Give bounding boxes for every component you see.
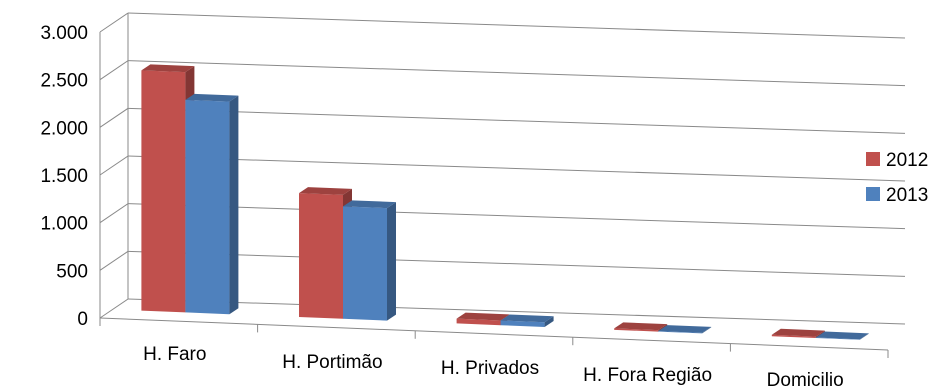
y-tick-label: 500 xyxy=(56,261,88,282)
bar-top xyxy=(771,328,825,337)
bar-front xyxy=(185,99,230,315)
bar-front xyxy=(658,331,703,334)
bar-side xyxy=(387,202,396,321)
bar xyxy=(614,322,668,332)
side-gridline xyxy=(99,155,129,176)
bar-front xyxy=(343,206,387,321)
bar-side xyxy=(229,95,239,315)
bar-top xyxy=(299,187,352,195)
bar-front xyxy=(299,193,343,319)
y-tick-label: 1.500 xyxy=(40,166,88,187)
gridline xyxy=(127,155,906,182)
bar-top xyxy=(456,312,510,321)
y-tick-labels: 0 500 1.000 1.500 2.000 2.500 3.000 xyxy=(40,23,88,330)
bar-front xyxy=(141,70,186,313)
bars xyxy=(141,64,869,340)
bar xyxy=(815,331,869,340)
legend-label: 2012 xyxy=(886,150,928,171)
bar xyxy=(500,314,554,327)
bar xyxy=(185,93,239,315)
category-labels: H. Faro H. Portimão H. Privados H. Fora Reg… xyxy=(143,344,844,391)
side-gridline xyxy=(99,203,129,224)
bar xyxy=(658,325,712,334)
bar-side xyxy=(859,333,869,340)
side-gridline xyxy=(99,12,129,33)
gridline xyxy=(127,107,906,134)
bar-top xyxy=(185,93,239,102)
gridline xyxy=(127,250,906,277)
y-tick-label: 2.500 xyxy=(40,71,88,92)
side-gridline xyxy=(99,250,129,271)
side-gridline xyxy=(99,298,129,319)
side-gridline xyxy=(99,107,129,128)
bar-front xyxy=(500,320,545,327)
bar-top xyxy=(343,200,396,209)
x-category-label: H. Fora Região xyxy=(583,365,712,386)
x-category-label: H. Faro xyxy=(143,344,206,365)
legend-swatch xyxy=(866,187,880,201)
gridline xyxy=(127,12,906,39)
bar-front xyxy=(614,328,659,332)
bar-top xyxy=(141,64,195,73)
bar-top xyxy=(500,314,554,323)
y-tick-label: 1.000 xyxy=(40,214,88,235)
legend: 2012 2013 xyxy=(866,150,928,206)
y-tick-label: 2.000 xyxy=(40,118,88,139)
bar-side xyxy=(702,326,712,334)
x-category-label: Domicilio xyxy=(767,370,844,391)
bar-front xyxy=(815,337,860,340)
bar xyxy=(343,200,396,321)
axes xyxy=(99,13,906,358)
x-category-label: H. Privados xyxy=(441,358,539,379)
legend-label: 2013 xyxy=(886,185,928,206)
bar-front xyxy=(771,334,816,339)
legend-swatch xyxy=(866,152,880,166)
bar-side xyxy=(544,316,554,327)
bar-top xyxy=(614,322,668,331)
bar-top xyxy=(815,331,869,340)
gridline xyxy=(127,203,906,230)
side-gridline xyxy=(99,60,129,81)
bar-front xyxy=(456,318,501,326)
bar-top xyxy=(658,325,712,333)
gridlines xyxy=(99,12,906,319)
y-tick-label: 3.000 xyxy=(40,23,88,44)
gridline xyxy=(127,60,906,87)
x-axis-line xyxy=(99,317,889,351)
y-tick-label: 0 xyxy=(77,309,88,330)
floor-back-line xyxy=(127,298,906,325)
bar xyxy=(771,328,825,339)
x-category-label: H. Portimão xyxy=(282,352,382,373)
